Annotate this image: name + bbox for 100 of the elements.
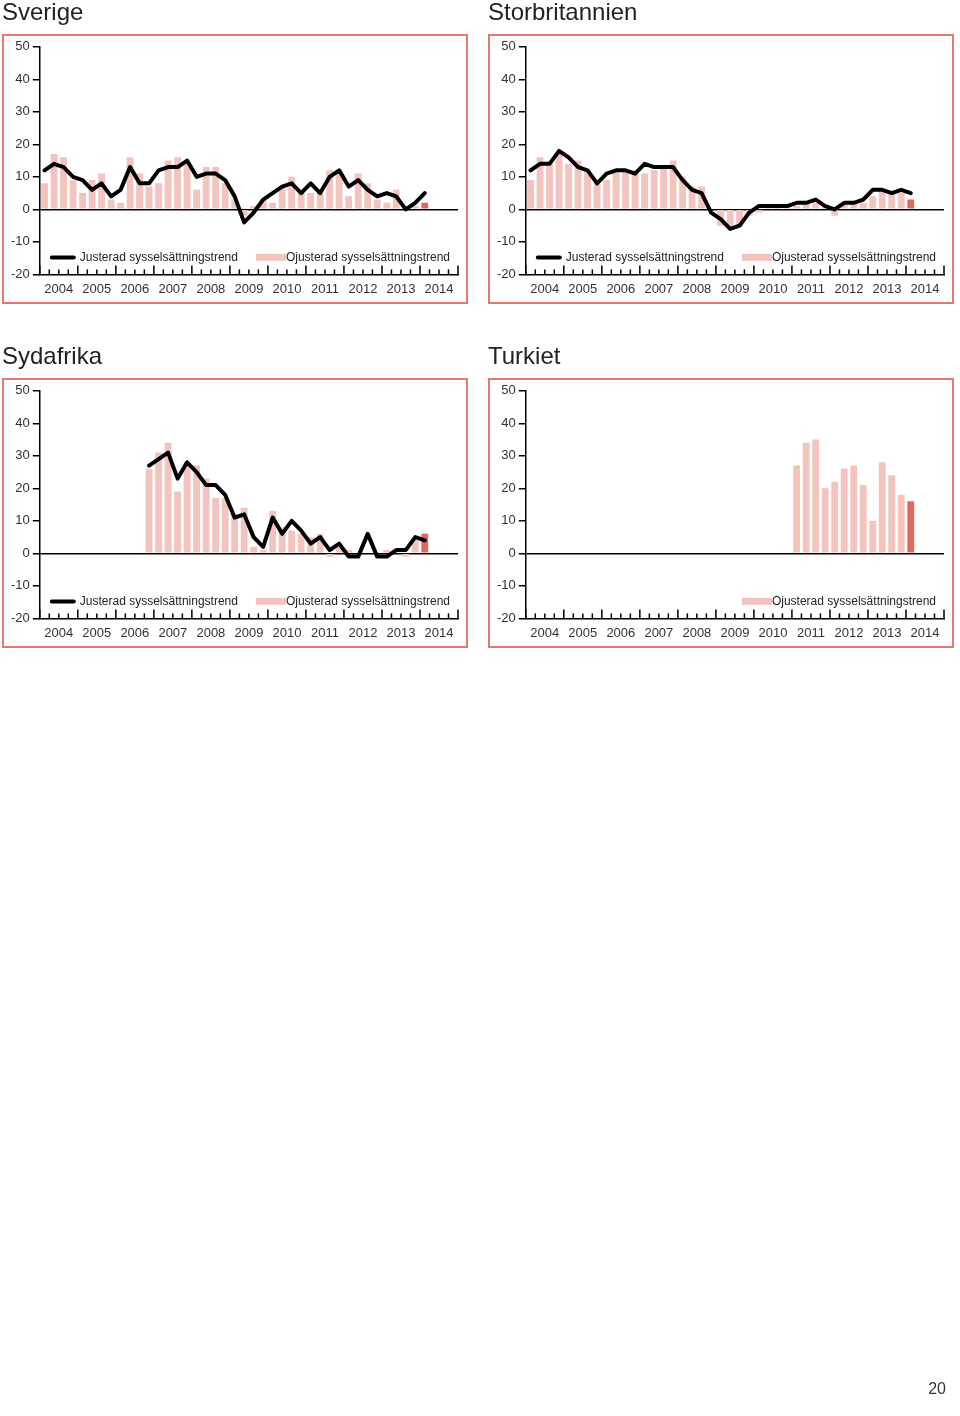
chart-title: Sydafrika: [2, 342, 104, 371]
bar: [546, 163, 553, 209]
chart-title: Turkiet: [488, 342, 562, 371]
x-tick-label: 2006: [120, 624, 150, 640]
bar: [402, 554, 410, 557]
bar: [383, 550, 391, 553]
bar: [174, 491, 182, 553]
bar: [212, 498, 220, 553]
bar: [155, 183, 163, 209]
x-tick-label: 2010: [272, 624, 302, 640]
legend-label: Ojusterad sysselsättningstrend: [771, 593, 937, 608]
x-tick-label: 2013: [386, 624, 416, 640]
bar: [345, 196, 353, 209]
y-tick-label: -20: [10, 265, 30, 281]
y-tick-label: 50: [501, 38, 516, 54]
bar: [869, 520, 877, 553]
y-tick-label: 30: [15, 103, 30, 119]
x-tick-label: 2004: [44, 280, 74, 296]
x-tick-label: 2014: [910, 280, 940, 296]
x-tick-label: 2012: [348, 280, 378, 296]
bar: [859, 202, 867, 209]
bar: [869, 196, 877, 209]
x-tick-label: 2012: [834, 624, 864, 640]
bar: [373, 199, 381, 209]
bar: [155, 452, 163, 553]
bar: [164, 160, 172, 209]
bar: [859, 485, 867, 553]
bar: [41, 183, 48, 209]
chart-title: Storbritannien: [488, 0, 639, 27]
x-tick-label: 2009: [720, 280, 750, 296]
bar: [250, 546, 258, 553]
x-tick-label: 2005: [568, 280, 598, 296]
x-tick-label: 2005: [568, 624, 598, 640]
bar: [307, 193, 315, 209]
bar: [897, 494, 905, 553]
bar: [411, 540, 419, 553]
x-tick-label: 2007: [158, 624, 188, 640]
bar: [802, 442, 810, 553]
y-tick-label: -20: [496, 609, 516, 625]
x-tick-label: 2011: [310, 624, 339, 640]
bar: [812, 439, 820, 553]
y-tick-label: -20: [496, 265, 516, 281]
y-tick-label: 30: [15, 447, 30, 463]
bar: [888, 475, 896, 553]
bar: [193, 465, 201, 553]
bar: [221, 183, 229, 209]
y-tick-label: 30: [501, 447, 516, 463]
y-tick-label: -20: [10, 609, 30, 625]
x-tick-label: 2008: [682, 280, 712, 296]
y-tick-label: 10: [501, 168, 516, 184]
bar: [612, 170, 620, 209]
bar: [660, 167, 668, 209]
bar: [821, 488, 829, 553]
x-tick-label: 2011: [310, 280, 339, 296]
x-tick-label: 2013: [386, 280, 416, 296]
legend-label: Justerad sysselsättningstrend: [79, 593, 238, 608]
y-tick-label: -10: [496, 233, 516, 249]
bar: [383, 202, 391, 209]
y-tick-label: 40: [501, 414, 516, 430]
x-tick-label: 2007: [644, 624, 674, 640]
bar: [641, 173, 649, 209]
text: 20: [928, 1380, 946, 1398]
y-tick-label: 50: [15, 38, 30, 54]
bar: [850, 465, 858, 553]
bar: [897, 193, 905, 209]
x-tick-label: 2014: [424, 280, 454, 296]
y-tick-label: 20: [501, 135, 516, 151]
x-tick-label: 2013: [872, 280, 902, 296]
y-tick-label: 10: [15, 168, 30, 184]
y-tick-label: 0: [508, 200, 516, 216]
x-tick-label: 2014: [910, 624, 940, 640]
y-tick-label: 10: [501, 512, 516, 528]
x-tick-label: 2006: [606, 280, 636, 296]
bar: [793, 206, 801, 209]
bar: [755, 210, 763, 213]
bar: [831, 481, 839, 553]
y-tick-label: 20: [15, 135, 30, 151]
bar: [288, 530, 296, 553]
x-tick-label: 2004: [530, 624, 560, 640]
x-tick-label: 2007: [644, 280, 674, 296]
bar: [193, 189, 201, 209]
bar: [316, 193, 324, 209]
y-tick-label: 0: [508, 544, 516, 560]
legend-label: Justerad sysselsättningstrend: [79, 249, 238, 264]
bar: [411, 206, 419, 209]
x-tick-label: 2012: [834, 280, 864, 296]
legend-label: Ojusterad sysselsättningstrend: [285, 249, 451, 264]
bar: [221, 498, 229, 553]
y-tick-label: 50: [501, 382, 516, 398]
x-tick-label: 2005: [82, 280, 112, 296]
y-tick-label: 30: [501, 103, 516, 119]
y-tick-label: 40: [15, 414, 30, 430]
x-tick-label: 2005: [82, 624, 112, 640]
x-tick-label: 2010: [272, 280, 302, 296]
y-tick-label: 50: [15, 382, 30, 398]
y-tick-label: 20: [501, 479, 516, 495]
bar: [793, 465, 801, 553]
x-tick-label: 2008: [682, 624, 712, 640]
bar: [269, 202, 277, 209]
bar: [79, 193, 86, 209]
